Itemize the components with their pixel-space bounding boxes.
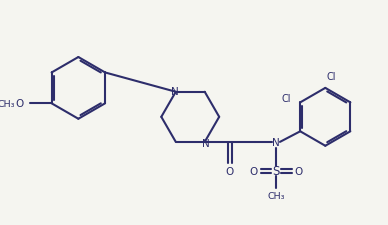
Text: O: O — [226, 166, 234, 176]
Text: O: O — [250, 166, 258, 176]
Text: CH₃: CH₃ — [0, 99, 15, 108]
Text: N: N — [272, 137, 280, 147]
Text: N: N — [171, 86, 179, 96]
Text: CH₃: CH₃ — [267, 191, 285, 200]
Text: Cl: Cl — [326, 72, 336, 82]
Text: O: O — [294, 166, 302, 176]
Text: O: O — [16, 99, 24, 109]
Text: Cl: Cl — [282, 94, 291, 104]
Text: N: N — [202, 138, 210, 148]
Text: S: S — [272, 165, 280, 178]
